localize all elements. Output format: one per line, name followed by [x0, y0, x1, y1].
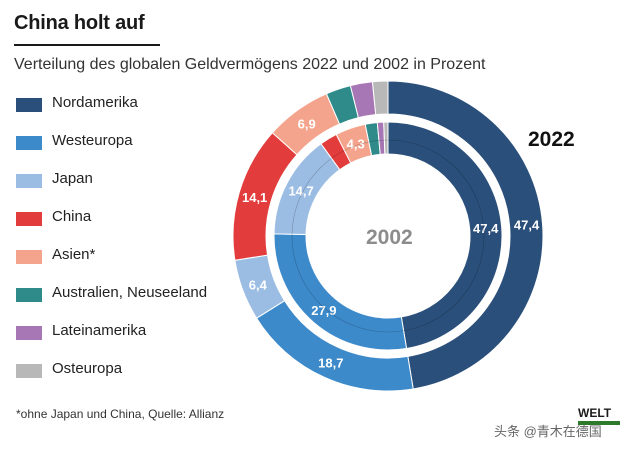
legend-swatch — [16, 364, 42, 378]
outer-data-label: 6,9 — [298, 116, 316, 131]
legend-item: Japan — [16, 170, 207, 208]
legend-label: Westeuropa — [52, 132, 133, 149]
legend-swatch — [16, 98, 42, 112]
inner-data-label: 47,4 — [473, 221, 499, 236]
legend-item: Nordamerika — [16, 94, 207, 132]
outer-ring-year-label: 2022 — [528, 128, 575, 151]
outer-slice-nordamerika — [387, 80, 544, 390]
legend-swatch — [16, 250, 42, 264]
outer-slice-osteuropa — [371, 80, 389, 116]
legend-swatch — [16, 174, 42, 188]
welt-logo-bar — [578, 421, 620, 425]
outer-data-label: 6,4 — [249, 278, 268, 293]
inner-data-label: 27,9 — [311, 303, 336, 318]
inner-ring-year-label: 2002 — [366, 226, 413, 249]
outer-data-label: 18,7 — [318, 356, 343, 371]
outer-data-label: 14,1 — [242, 190, 267, 205]
legend-swatch — [16, 288, 42, 302]
legend: Nordamerika Westeuropa Japan China Asien… — [16, 94, 207, 398]
legend-swatch — [16, 136, 42, 150]
legend-label: Osteuropa — [52, 360, 123, 377]
legend-label: China — [52, 208, 92, 225]
legend-label: Lateinamerika — [52, 322, 147, 339]
welt-logo: WELT — [578, 406, 612, 420]
inner-data-label: 14,7 — [288, 184, 313, 199]
chart-subtitle: Verteilung des globalen Geldvermögens 20… — [14, 56, 486, 73]
legend-label: Japan — [52, 170, 93, 187]
inner-ring-guide — [291, 139, 485, 333]
inner-data-label: 4,3 — [347, 136, 365, 151]
legend-swatch — [16, 212, 42, 226]
legend-swatch — [16, 326, 42, 340]
outer-data-label: 47,4 — [514, 218, 540, 233]
donut-hole — [306, 154, 470, 318]
legend-item: Asien* — [16, 246, 207, 284]
legend-item: Westeuropa — [16, 132, 207, 170]
legend-label: Australien, Neuseeland — [52, 284, 208, 301]
chart-title: China holt auf — [14, 12, 145, 34]
legend-label: Asien* — [52, 246, 96, 263]
legend-item: Osteuropa — [16, 360, 207, 398]
watermark: 头条 @青木在德国 — [494, 424, 602, 439]
inner-slice-osteuropa — [383, 121, 389, 155]
legend-item: China — [16, 208, 207, 246]
legend-item: Lateinamerika — [16, 322, 207, 360]
title-underline — [14, 44, 160, 46]
footnote: *ohne Japan und China, Quelle: Allianz — [16, 407, 225, 421]
legend-item: Australien, Neuseeland — [16, 284, 207, 322]
legend-label: Nordamerika — [52, 94, 138, 111]
